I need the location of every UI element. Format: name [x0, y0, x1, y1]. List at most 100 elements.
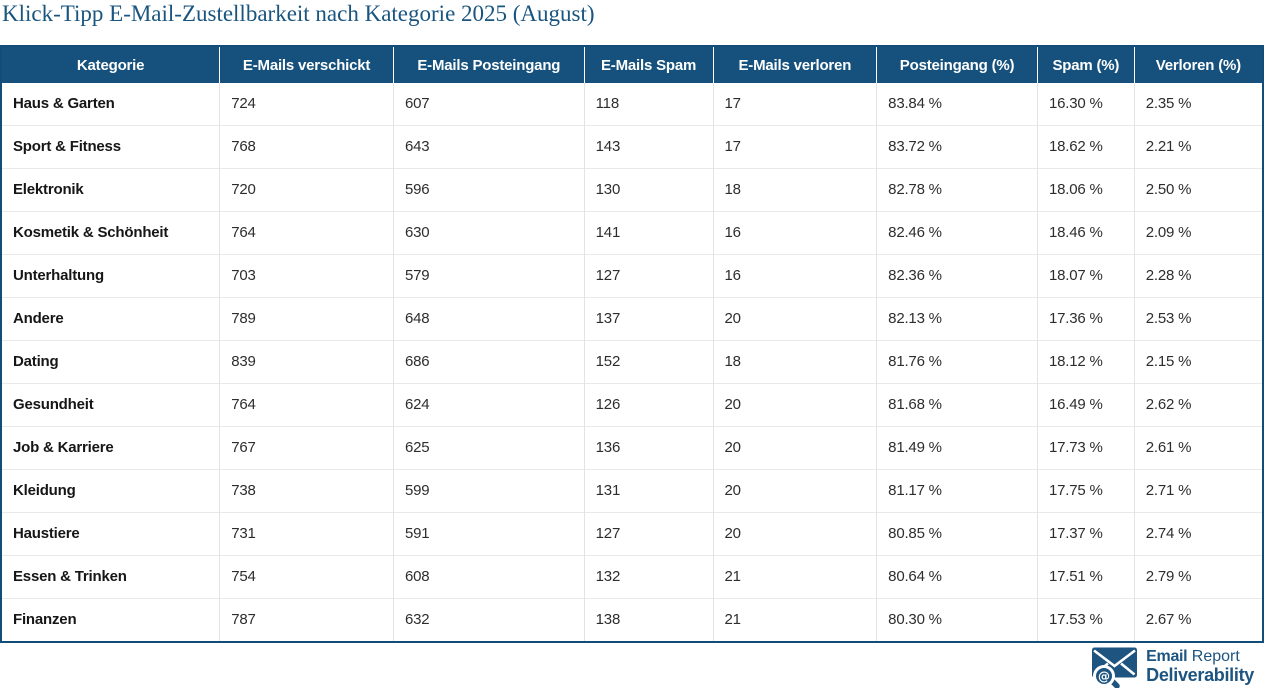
- category-cell: Essen & Trinken: [1, 555, 221, 599]
- column-header: Kategorie: [1, 46, 221, 83]
- category-cell: Job & Karriere: [1, 426, 221, 470]
- column-header: Posteingang (%): [876, 46, 1038, 83]
- column-header: Spam (%): [1037, 46, 1135, 83]
- value-cell: 143: [584, 125, 714, 169]
- category-cell: Elektronik: [1, 168, 221, 212]
- column-header: Verloren (%): [1134, 46, 1263, 83]
- value-cell: 81.17 %: [876, 469, 1038, 513]
- table-row: Gesundheit 764 624 126 20 81.68 % 16.49 % 2.62 …: [1, 383, 1263, 427]
- logo-text: Email Report Deliverability: [1146, 648, 1254, 685]
- value-cell: 596: [393, 168, 585, 212]
- value-cell: 141: [584, 211, 714, 255]
- value-cell: 2.28 %: [1134, 254, 1263, 298]
- value-cell: 643: [393, 125, 585, 169]
- table-row: Unterhaltung 703 579 127 16 82.36 % 18.07 % 2.2…: [1, 254, 1263, 298]
- value-cell: 686: [393, 340, 585, 384]
- value-cell: 17: [713, 83, 878, 126]
- value-cell: 82.13 %: [876, 297, 1038, 341]
- value-cell: 2.35 %: [1145, 95, 1192, 112]
- value-cell: 731: [219, 512, 394, 556]
- value-cell: 127: [584, 254, 714, 298]
- table-body: Haus & Garten 724 607 118 17 83.84 % 16.30 % 2.…: [1, 83, 1263, 642]
- value-cell: 579: [393, 254, 585, 298]
- value-cell: 703: [219, 254, 394, 298]
- value-cell: 2.15 %: [1134, 340, 1263, 384]
- category-cell: Sport & Fitness: [1, 125, 221, 169]
- page-title: Klick-Tipp E-Mail-Zustellbarkeit nach Ka…: [2, 1, 595, 26]
- category-cell: Unterhaltung: [1, 254, 221, 298]
- value-cell: 764: [219, 211, 394, 255]
- table-header: Kategorie E-Mails verschickt E-Mails Poste…: [1, 46, 1263, 83]
- value-cell: 787: [219, 598, 394, 642]
- value-cell: 2.79 %: [1134, 555, 1263, 599]
- value-cell: 21: [713, 598, 878, 642]
- value-cell: 136: [584, 426, 714, 470]
- table-row: Essen & Trinken 754 608 132 21 80.64 % 17.51 %…: [1, 555, 1263, 599]
- value-cell: 738: [219, 469, 394, 513]
- value-cell: 625: [393, 426, 585, 470]
- value-cell: 767: [219, 426, 394, 470]
- value-cell: 17.36 %: [1037, 297, 1135, 341]
- value-cell: 82.78 %: [876, 168, 1038, 212]
- value-cell: 768: [219, 125, 394, 169]
- table-row: Job & Karriere 767 625 136 20 81.49 % 17.73 % 2…: [1, 426, 1263, 470]
- envelope-magnifier-at-icon: @: [1092, 647, 1138, 688]
- value-cell: 17.37 %: [1037, 512, 1135, 556]
- category-cell: Dating: [1, 340, 221, 384]
- value-cell: 18.06 %: [1037, 168, 1135, 212]
- footer: @ Email Report Deliverability: [0, 643, 1264, 690]
- deliverability-table: Kategorie E-Mails verschickt E-Mails Poste…: [0, 45, 1264, 643]
- table-row: Haus & Garten 724 607 118 17 83.84 % 16.30 % 2.…: [1, 83, 1263, 126]
- value-cell: 599: [393, 469, 585, 513]
- value-cell: 16: [713, 254, 878, 298]
- value-cell: 608: [393, 555, 585, 599]
- value-cell: 127: [584, 512, 714, 556]
- value-cell: 80.85 %: [876, 512, 1038, 556]
- value-cell: 80.30 %: [876, 598, 1038, 642]
- value-cell: 630: [393, 211, 585, 255]
- value-cell: 2.61 %: [1134, 426, 1263, 470]
- table-row: Dating 839 686 152 18 81.76 % 18.12 % 2.15 %: [1, 340, 1263, 384]
- value-cell: 17.53 %: [1037, 598, 1135, 642]
- value-cell: 82.36 %: [876, 254, 1038, 298]
- value-cell: 17.75 %: [1037, 469, 1135, 513]
- value-cell: 81.49 %: [876, 426, 1038, 470]
- category-cell: Haus & Garten: [1, 83, 221, 126]
- category-cell: Haustiere: [1, 512, 221, 556]
- value-cell: 16: [713, 211, 878, 255]
- value-cell: 18: [713, 168, 878, 212]
- value-cell: 20: [713, 383, 878, 427]
- value-cell: 2.53 %: [1134, 297, 1263, 341]
- value-cell: 138: [584, 598, 714, 642]
- value-cell: 118: [584, 83, 714, 126]
- value-cell: 17.73 %: [1037, 426, 1135, 470]
- category-cell: Kosmetik & Schönheit: [1, 211, 221, 255]
- value-cell: 839: [219, 340, 394, 384]
- value-cell: 724: [219, 83, 394, 126]
- logo-word-deliverability: Deliverability: [1146, 665, 1254, 685]
- column-header: E-Mails verschickt: [219, 46, 394, 83]
- category-cell: Finanzen: [1, 598, 221, 642]
- value-cell: 130: [584, 168, 714, 212]
- value-cell: 81.76 %: [876, 340, 1038, 384]
- value-cell: 624: [393, 383, 585, 427]
- value-cell: 18.07 %: [1037, 254, 1135, 298]
- table-header-row: Kategorie E-Mails verschickt E-Mails Poste…: [1, 46, 1263, 83]
- value-cell: 80.64 %: [876, 555, 1038, 599]
- value-cell: 789: [219, 297, 394, 341]
- value-cell: 720: [219, 168, 394, 212]
- value-cell: 2.21 %: [1134, 125, 1263, 169]
- table-row: Haustiere 731 591 127 20 80.85 % 17.37 % 2.74 %: [1, 512, 1263, 556]
- category-cell: Gesundheit: [1, 383, 221, 427]
- table-row: Finanzen 787 632 138 21 80.30 % 17.53 % 2.67 %: [1, 598, 1263, 642]
- table-row: Sport & Fitness 768 643 143 17 83.72 % 18.62 %…: [1, 125, 1263, 169]
- value-cell: 16.49 %: [1037, 383, 1135, 427]
- value-cell: 2.67 %: [1134, 598, 1263, 642]
- value-cell: 2.71 %: [1134, 469, 1263, 513]
- value-cell: 648: [393, 297, 585, 341]
- value-cell: 632: [393, 598, 585, 642]
- value-cell: 83.84 %: [876, 83, 1038, 126]
- value-cell: 17: [713, 125, 878, 169]
- value-cell: 82.46 %: [876, 211, 1038, 255]
